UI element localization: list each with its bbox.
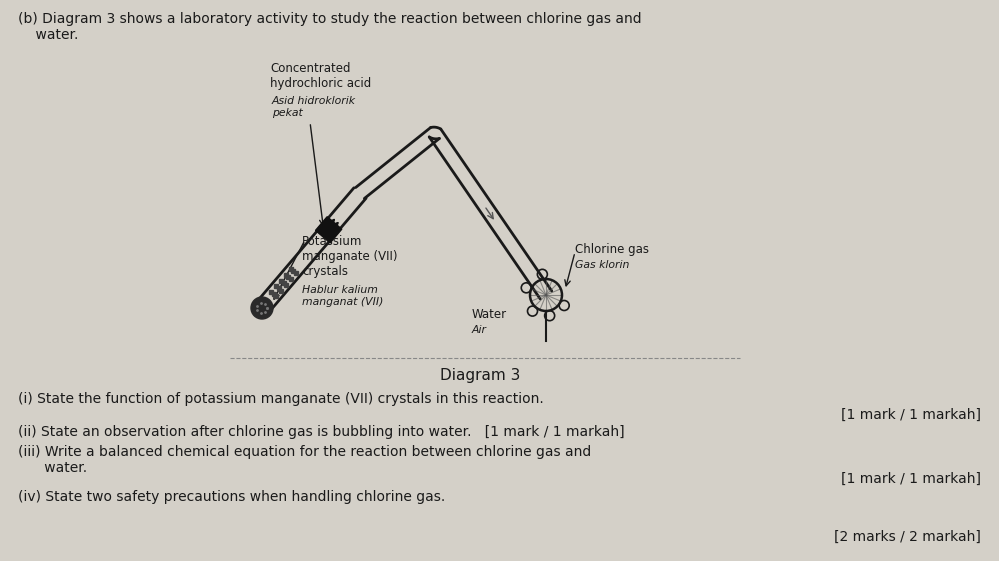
Text: [1 mark / 1 markah]: [1 mark / 1 markah]: [841, 472, 981, 486]
Text: [2 marks / 2 markah]: [2 marks / 2 markah]: [834, 530, 981, 544]
Text: Air: Air: [472, 325, 487, 335]
Text: Asid hidroklorik
pekat: Asid hidroklorik pekat: [272, 96, 356, 118]
Text: water.: water.: [18, 461, 87, 475]
Text: Water: Water: [472, 308, 507, 321]
Text: Concentrated
hydrochloric acid: Concentrated hydrochloric acid: [270, 62, 372, 90]
Text: (iv) State two safety precautions when handling chlorine gas.: (iv) State two safety precautions when h…: [18, 490, 446, 504]
Text: Gas klorin: Gas klorin: [575, 260, 629, 270]
Text: water.: water.: [18, 28, 78, 42]
Polygon shape: [316, 217, 342, 243]
Text: [1 mark / 1 markah]: [1 mark / 1 markah]: [841, 408, 981, 422]
Text: Chlorine gas: Chlorine gas: [575, 243, 649, 256]
Text: (iii) Write a balanced chemical equation for the reaction between chlorine gas a: (iii) Write a balanced chemical equation…: [18, 445, 591, 459]
Text: (b) Diagram 3 shows a laboratory activity to study the reaction between chlorine: (b) Diagram 3 shows a laboratory activit…: [18, 12, 641, 26]
Text: Potassium
manganate (VII)
crystals: Potassium manganate (VII) crystals: [302, 235, 398, 278]
Text: Diagram 3: Diagram 3: [440, 368, 520, 383]
Text: Hablur kalium
manganat (VII): Hablur kalium manganat (VII): [302, 285, 384, 307]
Circle shape: [251, 297, 273, 319]
Text: (ii) State an observation after chlorine gas is bubbling into water.   [1 mark /: (ii) State an observation after chlorine…: [18, 425, 624, 439]
Text: (i) State the function of potassium manganate (VII) crystals in this reaction.: (i) State the function of potassium mang…: [18, 392, 543, 406]
